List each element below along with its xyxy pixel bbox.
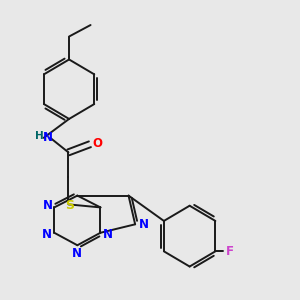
Text: N: N [42, 228, 52, 241]
Text: F: F [226, 245, 234, 258]
Text: H: H [35, 131, 44, 142]
Text: O: O [92, 137, 102, 150]
Text: N: N [43, 131, 53, 144]
Text: S: S [66, 199, 75, 212]
Text: N: N [103, 228, 113, 241]
Text: N: N [43, 199, 52, 212]
Text: N: N [138, 218, 148, 232]
Text: N: N [72, 247, 82, 260]
